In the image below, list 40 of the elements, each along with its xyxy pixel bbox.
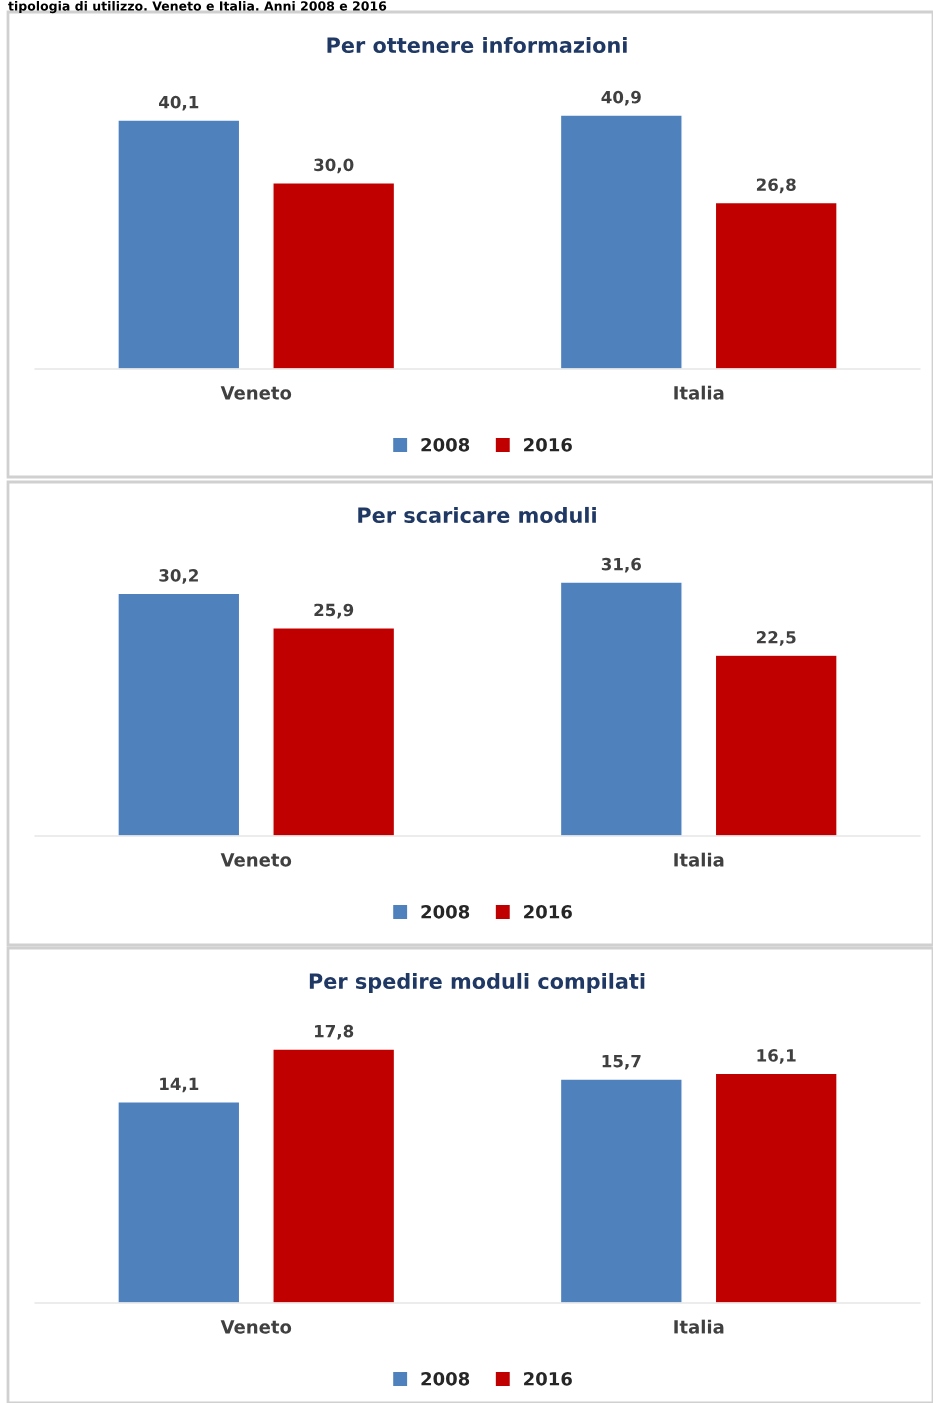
bar xyxy=(272,627,396,836)
x-tick-label: Italia xyxy=(674,852,724,867)
bar xyxy=(117,1101,241,1303)
data-label: 40,1 xyxy=(159,95,199,111)
bar xyxy=(272,181,396,369)
data-label: 14,1 xyxy=(160,1077,199,1093)
data-label: 40,9 xyxy=(601,90,641,106)
legend-label: 2016 xyxy=(524,904,572,919)
data-label: 22,5 xyxy=(756,630,796,646)
legend-label: 2008 xyxy=(421,1371,470,1386)
x-tick-label: Italia xyxy=(674,1319,724,1334)
x-tick-label: Veneto xyxy=(220,853,292,867)
bar xyxy=(117,592,241,836)
legend-label: 2016 xyxy=(524,1371,572,1386)
data-label: 16,1 xyxy=(757,1049,796,1064)
chart-title: Per scaricare moduli xyxy=(358,506,596,524)
bar xyxy=(714,1072,838,1303)
legend-label: 2008 xyxy=(421,437,470,452)
data-label: 25,9 xyxy=(314,603,354,619)
legend-label: 2008 xyxy=(421,904,470,919)
bar xyxy=(714,654,838,836)
data-label: 30,2 xyxy=(159,569,198,584)
x-tick-label: Veneto xyxy=(220,386,292,400)
data-label: 26,8 xyxy=(756,178,796,194)
data-label: 17,8 xyxy=(315,1024,354,1040)
bar xyxy=(559,581,683,836)
data-label: 30,0 xyxy=(314,158,354,174)
x-tick-label: Veneto xyxy=(220,1320,292,1334)
legend-label: 2016 xyxy=(524,437,572,452)
chart-title: Per spedire moduli compilati xyxy=(309,972,645,994)
x-tick-label: Italia xyxy=(674,385,724,400)
data-label: 15,7 xyxy=(602,1055,641,1070)
bar xyxy=(117,119,241,369)
text: tipologia di utilizzo. Veneto e Italia. Anni 2008 e 2016 xyxy=(8,1,387,14)
bar xyxy=(272,1048,396,1303)
data-label: 31,6 xyxy=(601,557,641,573)
chart-title: Per ottenere informazioni xyxy=(327,36,627,54)
bar xyxy=(714,201,838,369)
bar xyxy=(559,1078,683,1303)
bar xyxy=(559,114,683,369)
